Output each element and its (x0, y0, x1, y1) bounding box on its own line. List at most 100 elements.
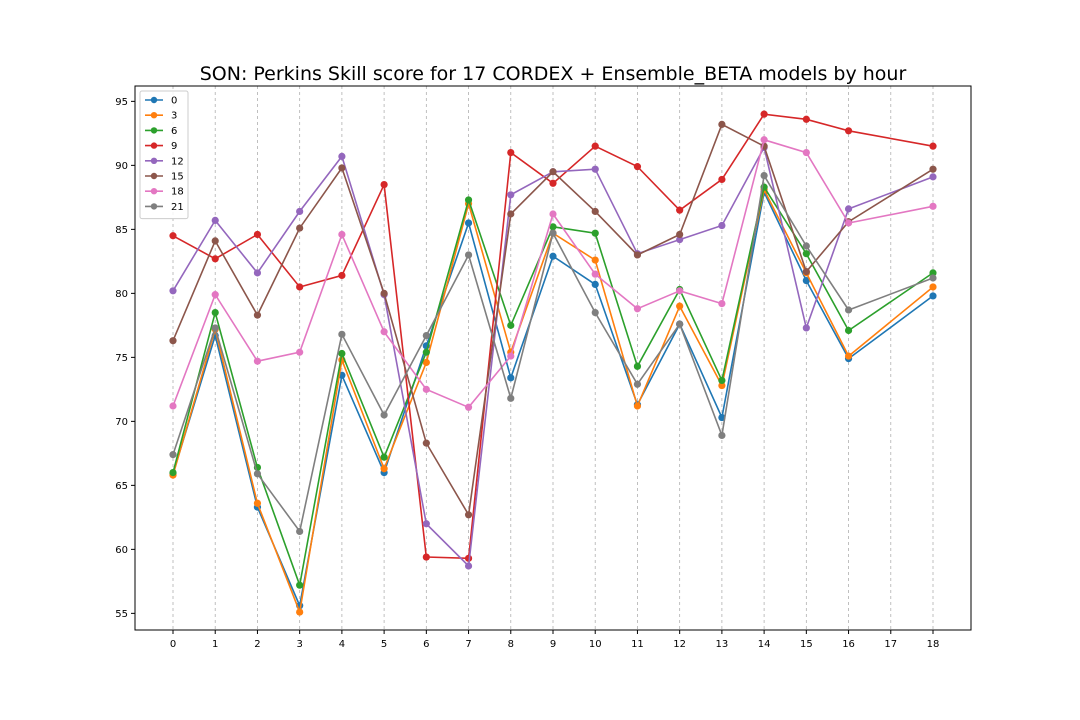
data-point (464, 251, 473, 259)
data-point (718, 381, 726, 390)
data-point (296, 581, 304, 589)
data-point (296, 207, 304, 216)
data-point (380, 328, 388, 336)
series-line (172, 145, 934, 568)
data-point (507, 191, 515, 199)
legend-label: 12 (171, 156, 184, 167)
data-point (633, 362, 642, 370)
data-point (169, 287, 177, 295)
y-axis: 55 60 65 70 75 80 85 90 95 (115, 97, 135, 620)
legend-swatch-marker (150, 96, 158, 104)
data-point (929, 269, 937, 277)
series-15 (169, 120, 937, 519)
y-tick-label: 95 (115, 97, 128, 108)
chart-title: SON: Perkins Skill score for 17 CORDEX +… (200, 63, 907, 85)
data-point (929, 202, 937, 210)
data-point (507, 321, 515, 329)
data-point (633, 402, 642, 410)
data-point (338, 349, 346, 358)
data-point (338, 164, 346, 172)
series-line (172, 173, 934, 534)
data-point (844, 205, 853, 213)
series-6 (169, 183, 937, 589)
data-point (718, 221, 726, 230)
data-point (211, 255, 219, 263)
legend-item: 18 (145, 187, 184, 198)
x-tick-label: 1 (212, 639, 218, 650)
legend-item: 21 (145, 202, 184, 213)
x-tick-label: 3 (296, 639, 302, 650)
data-point (718, 376, 726, 384)
legend-item: 15 (145, 172, 184, 183)
legend-swatch-marker (150, 112, 158, 119)
data-point (718, 120, 726, 128)
data-point (549, 179, 557, 187)
data-point (802, 324, 810, 332)
data-point (844, 326, 853, 335)
data-point (802, 115, 810, 123)
data-point (422, 332, 430, 340)
data-point (464, 511, 473, 519)
x-tick-label: 6 (423, 639, 429, 650)
series-line (172, 113, 934, 560)
data-point (929, 142, 937, 150)
data-point (802, 250, 810, 258)
legend-swatch-marker (150, 172, 158, 180)
data-point (464, 562, 473, 570)
data-point (338, 271, 346, 280)
data-point (591, 256, 599, 264)
data-point (253, 269, 262, 277)
legend-swatch-marker (150, 142, 158, 149)
x-tick-label: 14 (758, 639, 771, 650)
data-point (844, 352, 853, 360)
data-point (169, 402, 177, 410)
data-point (380, 289, 388, 297)
data-point (380, 180, 388, 189)
x-tick-label: 7 (465, 639, 471, 650)
data-point (549, 252, 557, 260)
legend-label: 21 (171, 202, 184, 213)
data-point (338, 152, 346, 160)
data-point (169, 468, 177, 477)
data-point (380, 453, 388, 461)
x-tick-label: 15 (800, 639, 813, 650)
data-point (422, 348, 430, 356)
y-tick-label: 75 (115, 353, 128, 364)
data-point (676, 236, 684, 244)
legend-label: 0 (171, 96, 177, 107)
data-point (676, 302, 684, 310)
x-tick-label: 16 (842, 639, 855, 650)
data-point (296, 224, 304, 232)
data-point (253, 499, 262, 507)
x-tick-label: 5 (381, 639, 387, 650)
series-line (172, 123, 934, 518)
legend-swatch-marker (150, 157, 158, 164)
y-tick-label: 80 (115, 289, 128, 300)
data-point (591, 270, 599, 278)
data-point (507, 374, 515, 382)
x-tick-label: 17 (884, 639, 897, 650)
x-tick-label: 13 (716, 639, 729, 650)
data-point (591, 207, 599, 216)
data-point (338, 230, 346, 239)
data-point (211, 324, 219, 332)
data-point (338, 330, 346, 338)
legend-swatch-marker (150, 127, 158, 134)
data-point (507, 210, 515, 218)
data-point (929, 173, 937, 181)
y-tick-label: 90 (115, 161, 128, 172)
data-point (718, 431, 726, 440)
data-point (844, 127, 853, 135)
data-point (802, 276, 810, 285)
data-point (760, 172, 768, 180)
legend-item: 3 (145, 111, 177, 122)
data-point (844, 306, 853, 314)
data-point (296, 348, 304, 356)
data-point (211, 308, 219, 317)
data-point (633, 251, 642, 259)
x-tick-label: 0 (170, 639, 176, 650)
data-point (169, 337, 177, 345)
y-tick-label: 55 (115, 609, 128, 620)
data-point (422, 358, 430, 367)
data-point (591, 229, 599, 237)
